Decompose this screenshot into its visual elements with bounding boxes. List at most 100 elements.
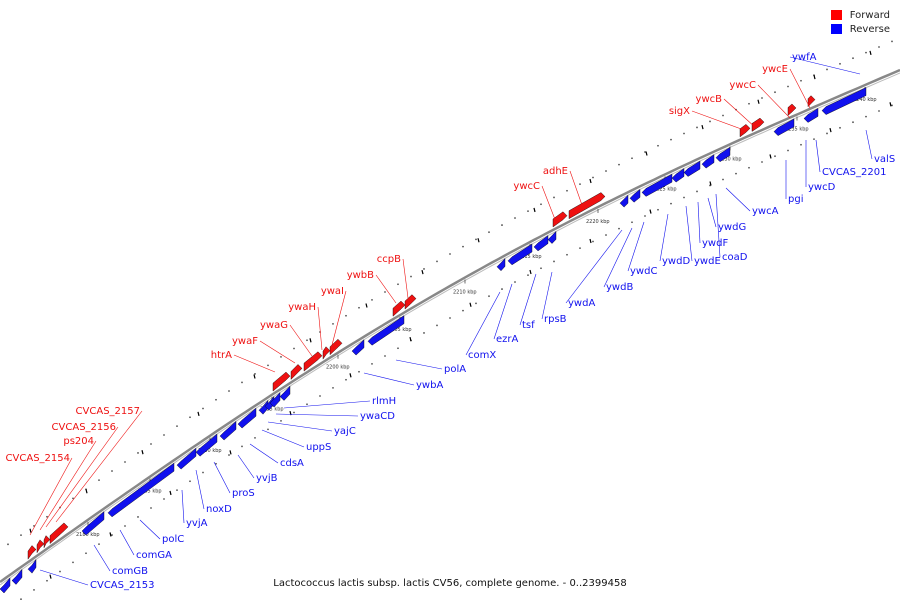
guide-dot xyxy=(98,479,100,482)
gene-yweC xyxy=(787,103,797,116)
gene-ywaF xyxy=(290,364,303,380)
genome-caption: Lactococcus lactis subsp. lactis CV56, c… xyxy=(273,578,627,589)
guide-dash xyxy=(349,373,352,378)
genome-backbone xyxy=(0,68,900,586)
guide-dot xyxy=(657,144,659,147)
guide-dot xyxy=(72,497,74,500)
leader-rpsB xyxy=(541,271,553,320)
gene-comGB xyxy=(11,568,23,585)
guide-dot xyxy=(618,163,620,166)
leader-ywdC xyxy=(627,221,645,272)
guide-dot xyxy=(514,217,516,219)
gene-proS xyxy=(195,433,218,457)
gene-rlmH xyxy=(279,385,291,401)
guide-dot xyxy=(670,138,672,141)
label-cdsA: cdsA xyxy=(280,458,304,469)
label-ywdF: ywdF xyxy=(702,238,728,249)
guide-dot xyxy=(618,227,620,230)
gene-ywdF xyxy=(701,154,715,169)
guide-dash xyxy=(709,181,712,186)
guide-dot xyxy=(410,275,412,278)
legend-reverse: Reverse xyxy=(830,22,890,36)
guide-dot xyxy=(878,110,880,112)
gene-ywdA xyxy=(619,194,629,208)
guide-dot xyxy=(98,543,100,546)
guide-dash xyxy=(421,269,424,275)
leader-ywfA xyxy=(789,56,861,75)
backbone-shadow xyxy=(0,72,900,586)
leader-polC xyxy=(139,519,161,540)
label-ywcA: ywcA xyxy=(752,206,779,217)
gene-ywdG xyxy=(715,146,731,162)
guide-dot xyxy=(436,260,438,263)
guide-dot xyxy=(293,347,295,350)
tick-label: 2225 kbp xyxy=(653,186,677,192)
label-ywaI: ywaI xyxy=(321,286,344,297)
guide-dot xyxy=(384,355,386,357)
guide-dot xyxy=(358,370,360,373)
guide-dash xyxy=(589,238,592,244)
guide-dot xyxy=(254,436,256,439)
guide-dot xyxy=(267,364,269,367)
guide-dot xyxy=(852,57,854,60)
guide-dash xyxy=(409,336,412,342)
guide-dot xyxy=(527,274,529,277)
gene-features xyxy=(0,87,867,594)
leader-ywbB xyxy=(375,274,397,304)
guide-dot xyxy=(813,138,815,140)
guide-dot xyxy=(852,121,854,124)
tick-label: 2185 kbp xyxy=(138,489,162,495)
guide-dot xyxy=(280,356,282,358)
tick-label: 2190 kbp xyxy=(198,448,222,454)
label-ezrA: ezrA xyxy=(496,334,519,345)
guide-dash xyxy=(85,489,88,494)
gene-cdsA xyxy=(237,407,257,429)
guide-dot xyxy=(735,172,737,175)
leader-polA xyxy=(395,359,443,370)
legend-reverse-label: Reverse xyxy=(849,23,890,35)
guide-dot xyxy=(293,411,295,414)
gene-ywbA xyxy=(351,339,365,356)
leader-comX xyxy=(465,291,501,356)
guide-dash xyxy=(29,528,32,533)
leader-ywdD xyxy=(659,213,669,262)
guide-dot xyxy=(865,115,867,118)
guide-dot xyxy=(605,234,607,236)
guide-dash xyxy=(869,50,872,56)
leader-ywaI xyxy=(331,290,347,346)
leader-coaD xyxy=(715,193,721,258)
gene-ywaG xyxy=(303,351,323,372)
guide-dot xyxy=(891,40,893,43)
legend-forward-swatch xyxy=(830,10,842,20)
guide-dot xyxy=(449,317,451,319)
label-sigX: sigX xyxy=(669,106,690,117)
guide-dot xyxy=(332,386,334,389)
label-ywdG: ywdG xyxy=(718,222,746,233)
guide-dot xyxy=(592,176,594,179)
label-rlmH: rlmH xyxy=(372,396,396,407)
label-proS: proS xyxy=(232,488,255,499)
guide-dash xyxy=(169,490,172,496)
guide-dot xyxy=(72,561,74,564)
guide-dot xyxy=(800,79,802,82)
guide-dot xyxy=(215,398,217,401)
tick-label: 2200 kbp xyxy=(326,365,350,371)
guide-dot xyxy=(787,149,789,152)
gene-ywbB xyxy=(392,300,406,317)
gene-sigX xyxy=(739,124,751,138)
guide-dash xyxy=(757,99,760,104)
guide-dash xyxy=(109,532,112,537)
label-pgi: pgi xyxy=(788,194,803,205)
leader-tsf xyxy=(519,273,537,326)
leader-yvjA xyxy=(181,489,185,524)
leader-yvjB xyxy=(237,454,255,479)
guide-dot xyxy=(163,434,165,436)
guide-dot xyxy=(891,104,893,107)
guide-dot xyxy=(163,498,165,500)
label-ywdA: ywdA xyxy=(568,298,595,309)
guide-dot xyxy=(488,295,490,298)
gene-ywcB_dummy xyxy=(821,87,867,115)
leader-ywdG xyxy=(707,197,717,228)
guide-dot xyxy=(137,516,139,518)
